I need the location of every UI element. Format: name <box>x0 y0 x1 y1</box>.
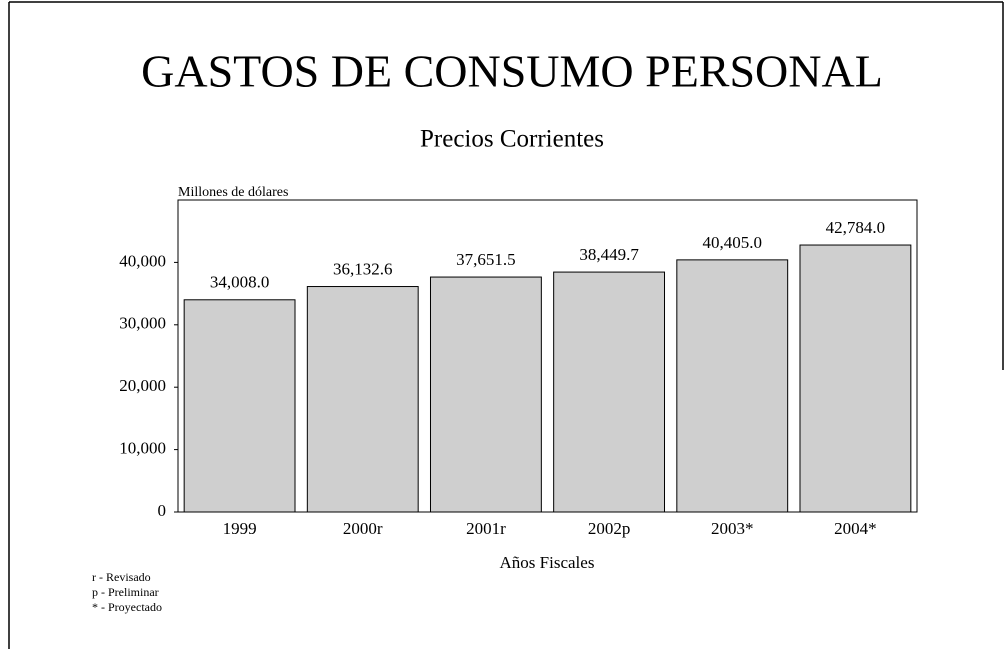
y-tick-label: 10,000 <box>119 439 166 458</box>
bar <box>183 299 296 513</box>
y-tick-label: 30,000 <box>119 314 166 333</box>
x-tick-label: 2002p <box>588 519 631 538</box>
footnote: r - Revisado <box>92 570 151 584</box>
footnote: * - Proyectado <box>92 600 162 614</box>
bar <box>429 276 542 513</box>
footnote: p - Preliminar <box>92 585 159 599</box>
value-label: 38,449.7 <box>579 245 639 264</box>
x-tick-label: 1999 <box>223 519 257 538</box>
y-tick-label: 40,000 <box>119 251 166 270</box>
x-tick-label: 2003* <box>711 519 754 538</box>
x-axis-label: Años Fiscales <box>500 553 595 572</box>
y-axis-label: Millones de dólares <box>178 185 288 200</box>
value-label: 34,008.0 <box>210 273 270 292</box>
bar <box>553 271 666 513</box>
value-label: 42,784.0 <box>826 218 886 237</box>
value-label: 37,651.5 <box>456 250 516 269</box>
bar <box>306 286 419 513</box>
chart-subtitle: Precios Corrientes <box>420 126 604 153</box>
value-label: 36,132.6 <box>333 259 393 278</box>
bar <box>676 259 789 513</box>
x-tick-label: 2001r <box>466 519 506 538</box>
chart-title: GASTOS DE CONSUMO PERSONAL <box>141 46 883 97</box>
x-tick-label: 2004* <box>834 519 877 538</box>
value-label: 40,405.0 <box>703 233 763 252</box>
x-tick-label: 2000r <box>343 519 383 538</box>
bar <box>799 244 912 513</box>
plot-frame <box>177 199 918 513</box>
y-tick-label: 20,000 <box>119 376 166 395</box>
y-tick-label: 0 <box>158 501 167 520</box>
